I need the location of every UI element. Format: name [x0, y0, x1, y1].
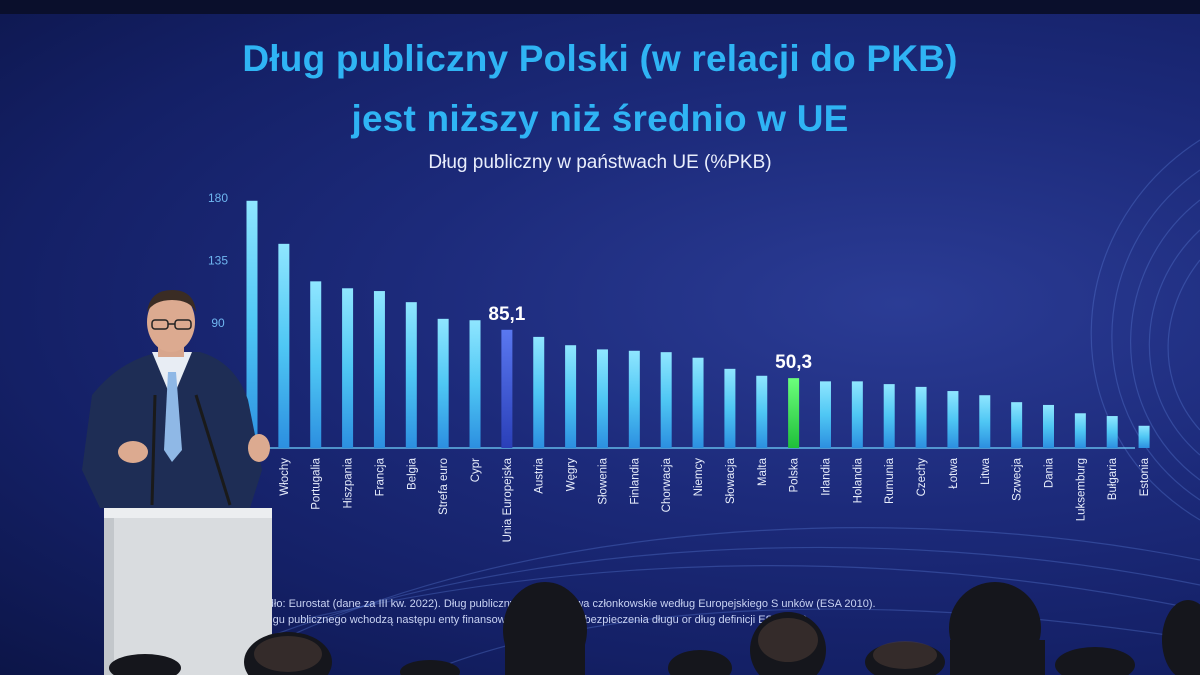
bar — [1011, 402, 1023, 448]
category-label: Holandia — [852, 457, 864, 503]
category-label: Chorwacja — [661, 457, 673, 512]
bar — [405, 302, 417, 448]
bar — [342, 288, 354, 448]
category-label: Austria — [534, 457, 546, 493]
bar — [947, 391, 959, 448]
data-label: 85,1 — [488, 304, 525, 325]
bar — [1106, 416, 1118, 448]
category-label: Bułgaria — [1107, 457, 1119, 500]
category-label: Słowenia — [597, 457, 609, 504]
speaker-hand-left — [118, 441, 148, 463]
category-label: Czechy — [916, 458, 928, 497]
category-label: Węgry — [566, 458, 578, 491]
slide-title-line2: jest niższy niż średnio w UE — [351, 98, 849, 139]
category-label: Irlandia — [820, 457, 832, 495]
bar — [692, 357, 704, 448]
category-label: Litwa — [980, 457, 992, 484]
category-label: Strefa euro — [438, 458, 450, 515]
bar — [660, 352, 672, 448]
bar — [469, 320, 481, 448]
lectern — [104, 508, 272, 675]
bar — [246, 200, 258, 448]
category-label: Belgia — [406, 457, 418, 490]
category-label: Unia Europejska — [502, 457, 514, 542]
chart-subtitle: Dług publiczny w państwach UE (%PKB) — [428, 152, 772, 173]
slide-title-line1: Dług publiczny Polski (w relacji do PKB) — [242, 38, 958, 79]
y-tick-label: 135 — [208, 254, 228, 268]
bar — [883, 384, 895, 448]
category-label: Cypr — [470, 458, 482, 482]
category-label: Hiszpania — [343, 457, 355, 508]
bar — [979, 395, 991, 448]
ceiling-strip — [0, 0, 1200, 14]
bar — [1043, 404, 1054, 448]
data-label: 50,3 — [775, 352, 812, 373]
category-label: Szwecja — [1012, 457, 1024, 500]
bar — [1074, 413, 1086, 448]
bar — [533, 336, 545, 448]
category-label: Malta — [757, 457, 769, 486]
bar — [1138, 425, 1150, 448]
bar — [565, 345, 577, 448]
bar — [756, 375, 768, 448]
category-label: Luksemburg — [1075, 458, 1087, 521]
bar — [788, 378, 800, 448]
bar — [596, 349, 608, 448]
category-label: Rumunia — [884, 457, 896, 504]
category-label: Portugalia — [311, 457, 323, 509]
category-label: Włochy — [279, 458, 291, 496]
category-label: Francja — [374, 457, 386, 496]
speaker-tie — [164, 372, 182, 462]
bar — [310, 281, 322, 448]
category-label: Niemcy — [693, 458, 705, 497]
category-label: Polska — [789, 457, 801, 492]
y-tick-label: 180 — [208, 191, 228, 205]
bar — [628, 350, 640, 448]
y-tick-label: 90 — [211, 316, 225, 330]
speaker-hand-right — [248, 434, 270, 462]
bar — [437, 318, 449, 448]
bar — [501, 329, 513, 448]
category-label: Łotwa — [948, 457, 960, 488]
speaker-head — [147, 292, 195, 352]
bar — [373, 291, 385, 448]
bar — [278, 243, 290, 448]
bar — [915, 386, 927, 448]
bar — [819, 381, 831, 448]
category-label: Finlandia — [629, 457, 641, 504]
microphone — [150, 394, 157, 506]
bar — [851, 381, 863, 448]
category-label: Dania — [1044, 457, 1056, 488]
category-label: Estonia — [1139, 457, 1151, 496]
bar — [724, 368, 736, 448]
category-label: Słowacja — [725, 457, 737, 504]
